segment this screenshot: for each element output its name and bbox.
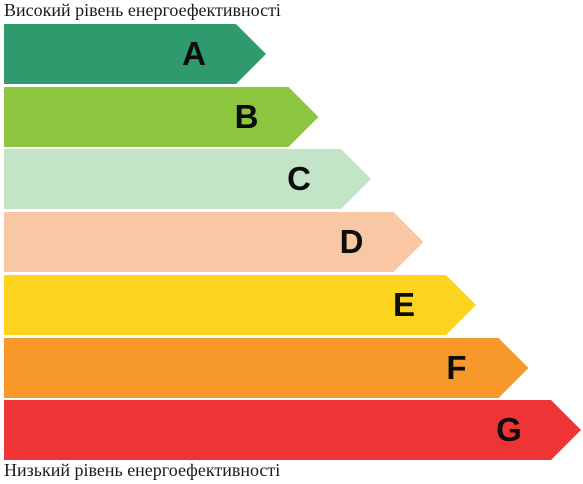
energy-class-arrow-shape [4, 24, 266, 84]
energy-class-bar-a: A [4, 24, 266, 84]
energy-class-letter: E [392, 285, 415, 323]
energy-class-arrow-f [4, 337, 529, 398]
energy-class-arrow-d [4, 212, 424, 273]
energy-class-arrow-shape [4, 337, 529, 398]
energy-class-arrow-shape [4, 86, 319, 147]
energy-class-letter: F [446, 348, 467, 386]
energy-class-bar-c: C [4, 149, 371, 210]
energy-class-bar-b: B [4, 86, 319, 147]
energy-class-letter: C [287, 160, 311, 198]
energy-class-arrow-shape [4, 274, 476, 335]
energy-class-letter: A [182, 35, 206, 72]
energy-class-letter: D [339, 223, 364, 261]
energy-class-letter: G [496, 411, 522, 449]
energy-class-arrow-a [4, 24, 266, 84]
energy-class-bar-f: F [4, 337, 529, 398]
energy-class-arrow-b [4, 86, 319, 147]
energy-class-arrow-c [4, 149, 371, 210]
energy-class-bar-e: E [4, 274, 476, 335]
energy-class-bar-d: D [4, 212, 424, 273]
energy-class-arrow-g [4, 400, 581, 461]
caption-low-efficiency: Низький рівень енергоефективності [4, 460, 281, 480]
energy-class-bar-g: G [4, 400, 581, 461]
energy-class-arrow-e [4, 274, 476, 335]
caption-high-efficiency: Високий рівень енергоефективності [4, 0, 281, 20]
energy-class-arrow-shape [4, 149, 371, 210]
energy-class-letter: B [234, 97, 259, 135]
energy-class-arrow-shape [4, 400, 581, 461]
energy-class-arrow-shape [4, 212, 424, 273]
